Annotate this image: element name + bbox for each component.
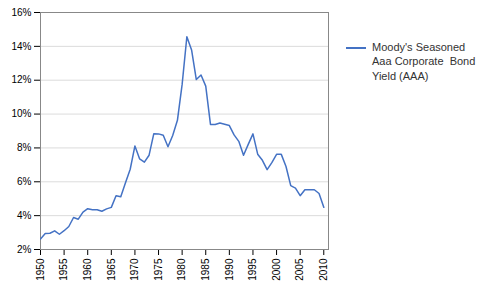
svg-text:1965: 1965 [106, 258, 117, 281]
svg-text:1990: 1990 [224, 258, 235, 281]
svg-text:1960: 1960 [82, 258, 93, 281]
svg-text:16%: 16% [11, 7, 31, 18]
svg-text:10%: 10% [11, 108, 31, 119]
svg-text:2010: 2010 [318, 258, 329, 281]
svg-text:2000: 2000 [271, 258, 282, 281]
svg-text:6%: 6% [17, 176, 32, 187]
svg-text:1975: 1975 [153, 258, 164, 281]
svg-text:2005: 2005 [294, 258, 305, 281]
svg-text:12%: 12% [11, 74, 31, 85]
svg-text:14%: 14% [11, 41, 31, 52]
svg-text:1995: 1995 [247, 258, 258, 281]
svg-text:8%: 8% [17, 142, 32, 153]
svg-text:1970: 1970 [129, 258, 140, 281]
html-text:Moody's Seasoned Aaa Corporate: Moody's Seasoned Aaa Corporate Bond Yiel… [372, 41, 476, 82]
svg-text:1950: 1950 [35, 258, 46, 281]
svg-text:1985: 1985 [200, 258, 211, 281]
svg-text:1980: 1980 [176, 258, 187, 281]
svg-text:2%: 2% [17, 244, 32, 255]
svg-text:4%: 4% [17, 210, 32, 221]
svg-text:1955: 1955 [58, 258, 69, 281]
